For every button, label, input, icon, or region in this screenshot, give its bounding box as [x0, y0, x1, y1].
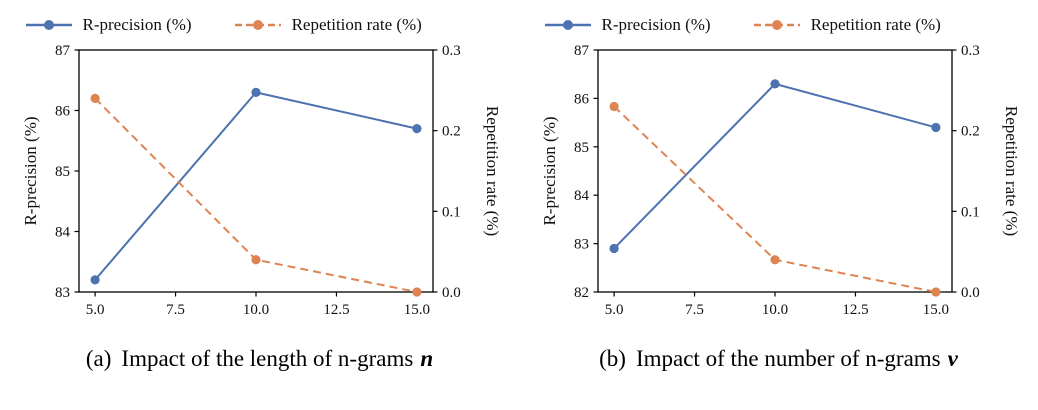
svg-text:0.3: 0.3 [442, 43, 461, 59]
legend-label-r-precision: R-precision (%) [82, 15, 192, 34]
caption-b-index: (b) [599, 346, 626, 371]
svg-text:5.0: 5.0 [85, 302, 104, 318]
svg-text:82: 82 [574, 285, 589, 301]
chart-b: 5.0 7.5 10.0 12.5 15.0 82 83 84 85 86 87 0.0 0.1 0.2 0… [540, 40, 1018, 330]
svg-text:0.1: 0.1 [442, 204, 461, 220]
legend-label-repetition-rate: Repetition rate (%) [810, 15, 941, 34]
svg-text:15.0: 15.0 [922, 302, 948, 318]
svg-text:12.5: 12.5 [323, 302, 349, 318]
svg-text:87: 87 [55, 43, 71, 59]
svg-text:15.0: 15.0 [403, 302, 429, 318]
svg-text:R-precision (%): R-precision (%) [21, 116, 40, 225]
legend-label-repetition-rate: Repetition rate (%) [291, 15, 422, 34]
svg-text:0.3: 0.3 [961, 43, 980, 59]
caption-a-index: (a) [85, 346, 112, 371]
repetition-rate-line-marker-icon [234, 20, 281, 30]
svg-text:0.2: 0.2 [961, 124, 980, 140]
svg-text:7.5: 7.5 [166, 302, 185, 318]
svg-text:5.0: 5.0 [604, 302, 623, 318]
svg-text:83: 83 [55, 285, 70, 301]
caption-b-text: Impact of the number of n-grams [635, 346, 941, 371]
caption-a: (a) Impact of the length of n-grams n [86, 346, 433, 372]
svg-text:86: 86 [574, 91, 590, 107]
svg-text:7.5: 7.5 [685, 302, 704, 318]
caption-b: (b) Impact of the number of n-grams v [599, 346, 958, 372]
svg-text:83: 83 [574, 237, 589, 253]
panel-a: R-precision (%) Repetition rate (%) 5.0 7… [0, 10, 519, 372]
legend-entry-repetition-rate: Repetition rate (%) [234, 15, 422, 35]
repetition-rate-line-marker-icon [753, 20, 800, 30]
legend-a: R-precision (%) Repetition rate (%) [21, 10, 499, 40]
svg-text:84: 84 [574, 188, 590, 204]
chart-a: 5.0 7.5 10.0 12.5 15.0 83 84 85 86 87 0.0 0.1 0.2 0.3… [21, 40, 499, 330]
caption-a-text: Impact of the length of n-grams [121, 346, 414, 371]
caption-a-variable: n [420, 346, 434, 371]
svg-text:87: 87 [574, 43, 590, 59]
svg-text:0.1: 0.1 [961, 204, 980, 220]
svg-text:85: 85 [574, 140, 589, 156]
legend-b: R-precision (%) Repetition rate (%) [540, 10, 1018, 40]
legend-entry-repetition-rate: Repetition rate (%) [753, 15, 941, 35]
legend-entry-r-precision: R-precision (%) [25, 15, 192, 35]
svg-text:R-precision (%): R-precision (%) [540, 116, 559, 225]
svg-text:Repetition rate (%): Repetition rate (%) [483, 106, 499, 236]
legend-label-r-precision: R-precision (%) [601, 15, 711, 34]
panel-b: R-precision (%) Repetition rate (%) 5.0 7… [519, 10, 1038, 372]
svg-text:85: 85 [55, 164, 70, 180]
svg-text:Repetition rate (%): Repetition rate (%) [1002, 106, 1018, 236]
svg-text:86: 86 [55, 104, 71, 120]
svg-text:10.0: 10.0 [242, 302, 268, 318]
r-precision-line-marker-icon [544, 20, 591, 30]
figure: R-precision (%) Repetition rate (%) 5.0 7… [0, 10, 1038, 372]
svg-text:0.0: 0.0 [442, 285, 461, 301]
svg-text:84: 84 [55, 225, 71, 241]
svg-text:10.0: 10.0 [761, 302, 787, 318]
svg-text:0.2: 0.2 [442, 124, 461, 140]
caption-b-variable: v [947, 346, 958, 371]
legend-entry-r-precision: R-precision (%) [544, 15, 711, 35]
r-precision-line-marker-icon [25, 20, 72, 30]
svg-text:12.5: 12.5 [842, 302, 868, 318]
svg-text:0.0: 0.0 [961, 285, 980, 301]
